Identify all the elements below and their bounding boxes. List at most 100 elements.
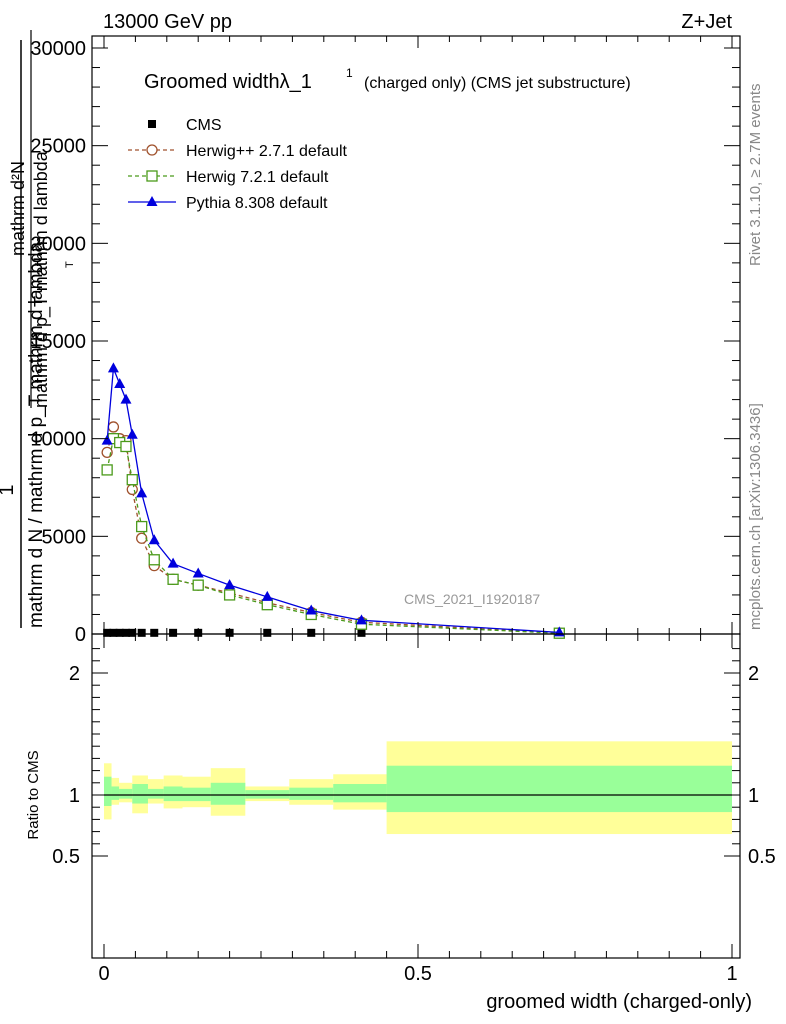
data-point [263,628,272,637]
data-point [307,628,316,637]
data-point [115,628,124,637]
ratio-bands [104,741,732,835]
x-tick-label: 0.5 [404,963,432,985]
ylabel-inner-numerator: mathrm d²N [8,161,28,256]
energy-label: 13000 GeV pp [103,11,232,33]
chart-subtitle: (charged only) (CMS jet substructure) [364,75,631,92]
data-point [136,520,148,533]
ratio-band-inner [104,776,112,806]
data-point [101,464,113,476]
ratio-ytick-label-right: 0.5 [748,846,776,868]
legend: CMS Herwig++ 2.7.1 default Herwig 7.2.1 de… [128,117,348,212]
data-point [261,590,273,601]
ratio-band-inner [163,786,183,802]
data-point [103,628,112,637]
data-point [126,474,138,486]
chart-title-superscript: 1 [346,66,353,80]
legend-marker [146,170,158,182]
data-point [192,567,204,578]
main-axes: 0 5000 10000 15000 20000 25000 30000 [30,35,741,646]
main-ytick-label: 20000 [30,233,86,255]
main-ytick-label: 15000 [30,331,86,353]
main-ytick-label: 0 [75,624,86,646]
data-point [305,604,317,615]
ratio-band-inner [111,786,120,800]
ylabel-subscript: T [64,261,76,268]
main-panel: Groomed widthλ_1 1 (charged only) (CMS j… [0,30,741,646]
x-tick-label: 0 [98,963,109,985]
data-point [137,628,146,637]
ratio-ytick-label-left: 0.5 [52,846,80,868]
data-point [120,393,132,404]
series-herwig-7-2-1-default [101,433,565,639]
data-point [136,487,148,498]
data-point [148,534,160,545]
ratio-panel: 0.5 0.5 1 1 2 2 0 0.5 1 Ratio to CMS groomed wid… [25,633,776,1013]
ratio-band-inner [132,784,148,804]
data-point [114,377,126,388]
data-point [167,573,179,585]
ratio-band-inner [386,765,732,813]
main-ytick-label: 10000 [30,429,86,451]
data-point [107,362,119,373]
data-point [126,428,138,439]
legend-entry: Pythia 8.308 default [128,195,328,212]
series-line [106,425,560,634]
ratio-band-inner [119,788,133,799]
ratio-band-inner [210,782,246,805]
data-point [261,599,273,611]
data-point [148,554,160,566]
main-ytick-label: 25000 [30,136,86,158]
main-data-layer [101,362,565,639]
ratio-ylabel: Ratio to CMS [25,750,42,839]
ratio-axes: 0.5 0.5 1 1 2 2 0 0.5 1 [52,633,776,985]
ratio-band-inner [333,784,387,803]
data-point [357,628,366,637]
series-pythia-8-308-default [101,362,565,637]
legend-entry: Herwig++ 2.7.1 default [128,143,348,160]
data-point [121,628,130,637]
data-point [107,421,120,433]
legend-label: Herwig++ 2.7.1 default [186,143,348,160]
chart-title: Groomed widthλ_1 [144,71,312,93]
main-ytick-label: 5000 [42,526,87,548]
legend-label: Pythia 8.308 default [186,195,328,212]
data-point [101,434,113,445]
data-point [136,532,148,544]
legend-entry: CMS [148,117,222,134]
rivet-label: Rivet 3.1.10, ≥ 2.7M events [747,84,764,267]
series-cms [103,628,564,638]
ratio-frame [91,633,741,959]
data-point [128,628,137,637]
x-tick-label: 1 [726,963,737,985]
data-point [169,628,178,637]
ylabel-one: 1 [0,484,18,495]
ratio-ytick-label-left: 2 [69,663,80,685]
legend-label: Herwig 7.2.1 default [186,169,329,186]
ylabel-inner-denominator: mathrm d p_T mathrm d lambda [31,150,52,408]
legend-label: CMS [186,117,222,134]
ratio-ytick-label-right: 2 [748,663,759,685]
data-point [355,614,367,625]
data-point [192,579,204,591]
data-point [150,628,159,637]
legend-entry: Herwig 7.2.1 default [128,169,329,186]
ratio-ytick-label-right: 1 [748,785,759,807]
analysis-watermark: CMS_2021_I1920187 [404,591,540,607]
main-ytick-label: 30000 [30,38,86,60]
data-point [109,628,118,637]
legend-marker [148,120,156,128]
ratio-band-inner [147,788,164,799]
data-point [224,579,236,590]
data-point [223,589,236,601]
series-line [106,437,560,634]
ratio-band-inner [289,787,334,800]
process-label: Z+Jet [681,11,732,33]
data-point [126,483,138,496]
mcplots-label: mcplots.cern.ch [arXiv:1306.3436] [747,403,764,630]
x-axis-label: groomed width (charged-only) [486,991,752,1013]
legend-marker [146,196,158,206]
ratio-ytick-label-left: 1 [69,785,80,807]
data-point [167,557,179,568]
